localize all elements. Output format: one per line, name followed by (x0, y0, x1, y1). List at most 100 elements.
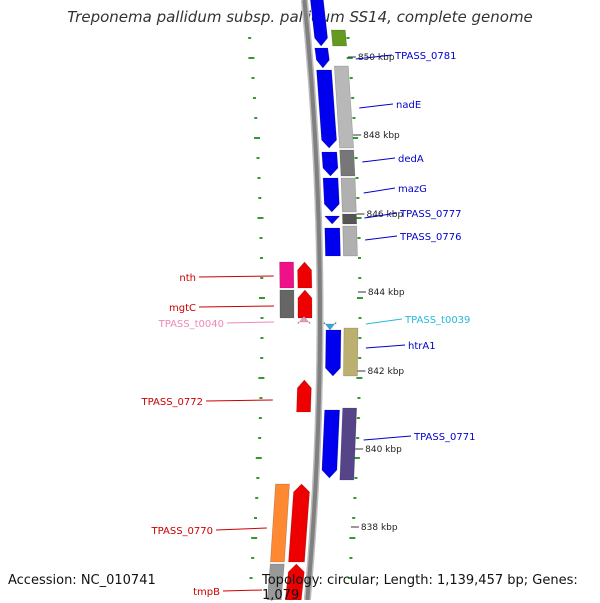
gene-block-tpass-0770 (288, 483, 310, 563)
leader-line-deda (362, 157, 396, 163)
gene-label-tpass-0776: TPASS_0776 (399, 232, 461, 243)
leader-line-tpass-0776 (365, 235, 398, 241)
trna-block-tpass-t0039 (323, 321, 337, 331)
gene-label-tpass-0771: TPASS_0771 (413, 432, 475, 443)
accession-text: Accession: NC_010741 (8, 573, 156, 588)
outer-tick-ring-mark (257, 177, 261, 179)
gene-block-tpass-0781 (310, 0, 328, 47)
outer-tick-ring-mark (258, 197, 262, 199)
inner-tick-ring-mark (354, 157, 358, 159)
leader-line-mazg (363, 187, 396, 194)
gene-block-tpass-0776 (324, 227, 341, 257)
leader-line-tpass-0772 (205, 399, 273, 402)
inner-tick-ring-mark (355, 217, 362, 219)
tick-label: 840 kbp (365, 445, 402, 455)
gene-block-deda (321, 151, 339, 177)
gene-label-tpass-0772: TPASS_0772 (141, 397, 203, 408)
leader-line-tpass-0781 (355, 54, 393, 60)
outer-tick-ring-mark (255, 497, 259, 499)
outer-tick-ring-mark (259, 237, 263, 239)
inner-tick-ring-mark (356, 197, 360, 199)
inner-tick-ring-mark (355, 177, 359, 179)
outer-tick-ring-mark (258, 377, 265, 379)
gene-label-tpass-t0039: TPASS_t0039 (404, 315, 470, 326)
gene-block-tpass-0777 (324, 215, 341, 225)
cog-block-7 (343, 327, 359, 377)
outer-tick-ring-mark (259, 397, 263, 399)
gene-block-nth (297, 261, 313, 289)
inner-tick-ring-mark (356, 297, 363, 299)
tick-label: 850 kbp (358, 53, 395, 63)
leader-line-tpass-0777 (364, 212, 398, 219)
gene-label-mgtc: mgtC (169, 303, 196, 314)
outer-tick-ring-mark (257, 217, 264, 219)
outer-tick-ring-mark (259, 257, 263, 259)
gene-label-mazg: mazG (398, 184, 427, 195)
inner-tick-ring-mark (354, 477, 358, 479)
outer-tick-ring-mark (260, 337, 264, 339)
gene-block-tpass-0771 (321, 409, 340, 479)
outer-tick-ring-mark (258, 297, 265, 299)
gene-label-nth: nth (179, 273, 196, 284)
cog-block-5 (342, 213, 357, 225)
outer-tick-ring-mark (251, 77, 255, 79)
gene-block-tpass-0781b (314, 47, 330, 69)
outer-tick-ring-mark (260, 357, 264, 359)
outer-tick-ring-mark (256, 157, 260, 159)
inner-tick-ring-mark (349, 77, 353, 79)
gene-label-htra1: htrA1 (408, 341, 436, 352)
gene-label-tpass-0777: TPASS_0777 (399, 209, 461, 220)
genome-stats-text: Topology: circular; Length: 1,139,457 bp… (262, 573, 578, 603)
gene-label-tpass-0781: TPASS_0781 (394, 51, 456, 62)
gene-label-tpass-0770: TPASS_0770 (151, 526, 213, 537)
cog-block-r1 (279, 261, 295, 289)
gene-label-deda: dedA (398, 154, 424, 165)
leader-line-tmpb (222, 589, 263, 592)
gene-block-nade (316, 69, 337, 149)
inner-tick-ring-mark (351, 97, 355, 99)
leader-line-htra1 (365, 344, 406, 349)
outer-tick-ring-mark (260, 317, 264, 319)
gene-label-nade: nadE (396, 100, 421, 111)
tick-label: 848 kbp (363, 131, 400, 141)
outer-tick-ring-mark (252, 97, 256, 99)
inner-tick-ring-mark (358, 337, 362, 339)
inner-tick-ring-mark (357, 237, 361, 239)
leader-line-nade (359, 103, 394, 109)
inner-tick-ring-mark (346, 37, 350, 39)
gene-block-htra1 (325, 329, 342, 377)
leader-line-tpass-t0040 (226, 321, 275, 324)
leader-line-nth (198, 275, 274, 278)
cog-block-8 (339, 407, 357, 481)
inner-tick-ring-mark (358, 357, 362, 359)
inner-tick-ring-mark (357, 397, 361, 399)
gene-label-tpass-t0040: TPASS_t0040 (158, 319, 224, 330)
tick-label: 844 kbp (368, 288, 405, 298)
inner-tick-ring-mark (352, 517, 356, 519)
trna-block-tpass-t0040 (297, 315, 311, 325)
outer-tick-ring-mark (254, 117, 258, 119)
inner-tick-ring-mark (352, 117, 356, 119)
inner-tick-ring-mark (353, 457, 360, 459)
outer-tick-ring-mark (251, 537, 258, 539)
inner-tick-ring-mark (353, 497, 357, 499)
gene-label-tmpb: tmpB (193, 587, 220, 598)
leader-line-tpass-0770 (215, 527, 267, 531)
cog-block-r4 (266, 563, 285, 600)
cog-block-6 (342, 225, 358, 257)
inner-tick-ring-mark (349, 537, 356, 539)
gene-block-mazg (322, 177, 340, 213)
gene-block-mgtc (297, 289, 313, 319)
inner-tick-ring-mark (358, 277, 362, 279)
inner-tick-ring-mark (347, 577, 351, 579)
inner-tick-ring-mark (352, 137, 359, 139)
outer-tick-ring-mark (253, 517, 257, 519)
inner-tick-ring-mark (349, 557, 353, 559)
cog-block-2 (333, 65, 354, 149)
tick-label: 838 kbp (361, 523, 398, 533)
inner-tick-ring-mark (358, 317, 362, 319)
cog-block-r3 (270, 483, 290, 563)
cog-block-1 (330, 29, 348, 47)
outer-tick-ring-mark (253, 137, 260, 139)
